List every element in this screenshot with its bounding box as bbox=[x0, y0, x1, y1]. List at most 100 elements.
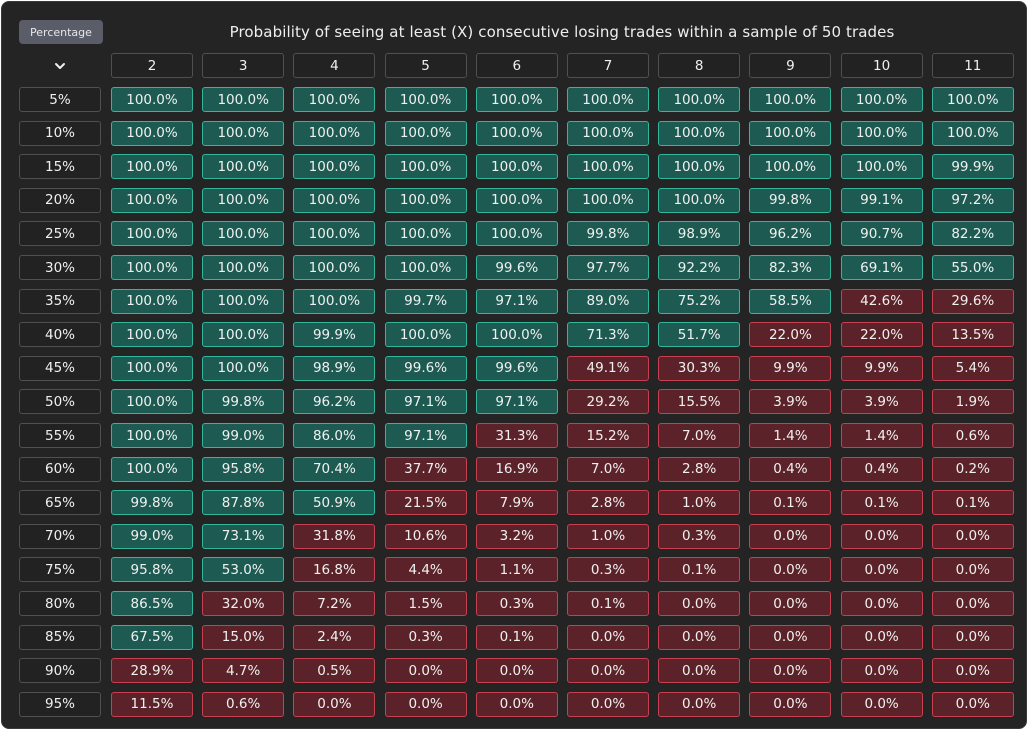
heatmap-cell: 100.0% bbox=[567, 187, 649, 213]
heatmap-cell: 100.0% bbox=[567, 87, 649, 112]
heatmap-cell: 99.0% bbox=[202, 423, 285, 448]
heatmap-cell: 97.2% bbox=[931, 187, 1014, 213]
heatmap-cell: 99.7% bbox=[384, 288, 467, 314]
heatmap-cell: 95.8% bbox=[202, 456, 285, 482]
heatmap-cell: 0.0% bbox=[658, 591, 741, 616]
heatmap-cell: 11.5% bbox=[111, 691, 193, 717]
heatmap-cell: 37.7% bbox=[384, 456, 467, 482]
heatmap-cell: 89.0% bbox=[567, 288, 649, 314]
heatmap-cell: 99.6% bbox=[475, 255, 558, 280]
heatmap-cell: 29.6% bbox=[931, 288, 1014, 314]
heatmap-cell: 99.8% bbox=[111, 490, 193, 516]
heatmap-cell: 29.2% bbox=[567, 389, 649, 415]
heatmap-cell: 1.0% bbox=[658, 490, 741, 516]
heatmap-cell: 99.9% bbox=[931, 154, 1014, 180]
heatmap-cell: 0.0% bbox=[658, 691, 741, 717]
row-header: 50% bbox=[19, 389, 101, 415]
heatmap-cell: 100.0% bbox=[111, 456, 193, 482]
heatmap-cell: 0.0% bbox=[931, 624, 1014, 650]
heatmap-cell: 0.0% bbox=[931, 658, 1014, 684]
heatmap-cell: 100.0% bbox=[658, 120, 741, 146]
heatmap-cell: 15.0% bbox=[202, 624, 285, 650]
heatmap-cell: 0.0% bbox=[567, 624, 649, 650]
row-header: 60% bbox=[19, 456, 101, 482]
heatmap-cell: 96.2% bbox=[293, 389, 376, 415]
heatmap-cell: 100.0% bbox=[840, 120, 923, 146]
heatmap-cell: 28.9% bbox=[111, 658, 193, 684]
heatmap-cell: 31.3% bbox=[475, 423, 558, 448]
heatmap-cell: 100.0% bbox=[658, 187, 741, 213]
heatmap-cell: 86.0% bbox=[293, 423, 376, 448]
heatmap-cell: 0.0% bbox=[840, 624, 923, 650]
heatmap-cell: 100.0% bbox=[293, 288, 376, 314]
heatmap-cell: 100.0% bbox=[749, 154, 832, 180]
heatmap-cell: 42.6% bbox=[840, 288, 923, 314]
heatmap-cell: 90.7% bbox=[840, 221, 923, 247]
heatmap-cell: 100.0% bbox=[202, 221, 285, 247]
row-header: 20% bbox=[19, 187, 101, 213]
heatmap-cell: 0.5% bbox=[293, 658, 376, 684]
heatmap-cell: 100.0% bbox=[384, 255, 467, 280]
heatmap-cell: 2.4% bbox=[293, 624, 376, 650]
row-header: 35% bbox=[19, 288, 101, 314]
heatmap-cell: 3.9% bbox=[749, 389, 832, 415]
heatmap-cell: 100.0% bbox=[202, 322, 285, 348]
heatmap-cell: 16.8% bbox=[293, 557, 376, 583]
heatmap-cell: 100.0% bbox=[567, 154, 649, 180]
heatmap-cell: 7.0% bbox=[567, 456, 649, 482]
heatmap-cell: 100.0% bbox=[384, 87, 467, 112]
sort-toggle-button[interactable] bbox=[19, 53, 101, 78]
row-header: 80% bbox=[19, 591, 101, 616]
row-header: 65% bbox=[19, 490, 101, 516]
heatmap-cell: 100.0% bbox=[111, 288, 193, 314]
heatmap-cell: 0.0% bbox=[931, 691, 1014, 717]
heatmap-cell: 100.0% bbox=[293, 221, 376, 247]
column-header: 3 bbox=[202, 53, 285, 78]
heatmap-cell: 99.8% bbox=[749, 187, 832, 213]
heatmap-cell: 99.0% bbox=[111, 523, 193, 549]
heatmap-cell: 49.1% bbox=[567, 355, 649, 381]
heatmap-cell: 73.1% bbox=[202, 523, 285, 549]
percentage-mode-button[interactable]: Percentage bbox=[19, 20, 103, 44]
heatmap-cell: 7.2% bbox=[293, 591, 376, 616]
heatmap-cell: 51.7% bbox=[658, 322, 741, 348]
heatmap-cell: 7.0% bbox=[658, 423, 741, 448]
heatmap-cell: 2.8% bbox=[567, 490, 649, 516]
row-header: 40% bbox=[19, 322, 101, 348]
heatmap-cell: 86.5% bbox=[111, 591, 193, 616]
heatmap-cell: 10.6% bbox=[384, 523, 467, 549]
heatmap-cell: 97.7% bbox=[567, 255, 649, 280]
row-header: 25% bbox=[19, 221, 101, 247]
heatmap-cell: 100.0% bbox=[840, 87, 923, 112]
heatmap-cell: 50.9% bbox=[293, 490, 376, 516]
heatmap-cell: 98.9% bbox=[658, 221, 741, 247]
heatmap-cell: 0.1% bbox=[658, 557, 741, 583]
heatmap-cell: 95.8% bbox=[111, 557, 193, 583]
heatmap-cell: 30.3% bbox=[658, 355, 741, 381]
heatmap-cell: 31.8% bbox=[293, 523, 376, 549]
heatmap-cell: 75.2% bbox=[658, 288, 741, 314]
heatmap-cell: 4.7% bbox=[202, 658, 285, 684]
heatmap-cell: 1.4% bbox=[840, 423, 923, 448]
row-header: 90% bbox=[19, 658, 101, 684]
heatmap-cell: 22.0% bbox=[749, 322, 832, 348]
heatmap-cell: 82.2% bbox=[931, 221, 1014, 247]
heatmap-cell: 2.8% bbox=[658, 456, 741, 482]
heatmap-cell: 100.0% bbox=[384, 120, 467, 146]
row-header: 15% bbox=[19, 154, 101, 180]
heatmap-cell: 3.9% bbox=[840, 389, 923, 415]
heatmap-cell: 100.0% bbox=[111, 255, 193, 280]
heatmap-cell: 100.0% bbox=[111, 389, 193, 415]
heatmap-cell: 100.0% bbox=[475, 187, 558, 213]
heatmap-cell: 0.0% bbox=[749, 624, 832, 650]
heatmap-cell: 100.0% bbox=[111, 154, 193, 180]
heatmap-cell: 100.0% bbox=[384, 154, 467, 180]
heatmap-cell: 0.0% bbox=[384, 658, 467, 684]
row-header: 5% bbox=[19, 87, 101, 112]
heatmap-cell: 0.0% bbox=[567, 658, 649, 684]
heatmap-cell: 0.0% bbox=[384, 691, 467, 717]
heatmap-cell: 15.5% bbox=[658, 389, 741, 415]
heatmap-cell: 100.0% bbox=[475, 87, 558, 112]
heatmap-cell: 0.0% bbox=[931, 557, 1014, 583]
